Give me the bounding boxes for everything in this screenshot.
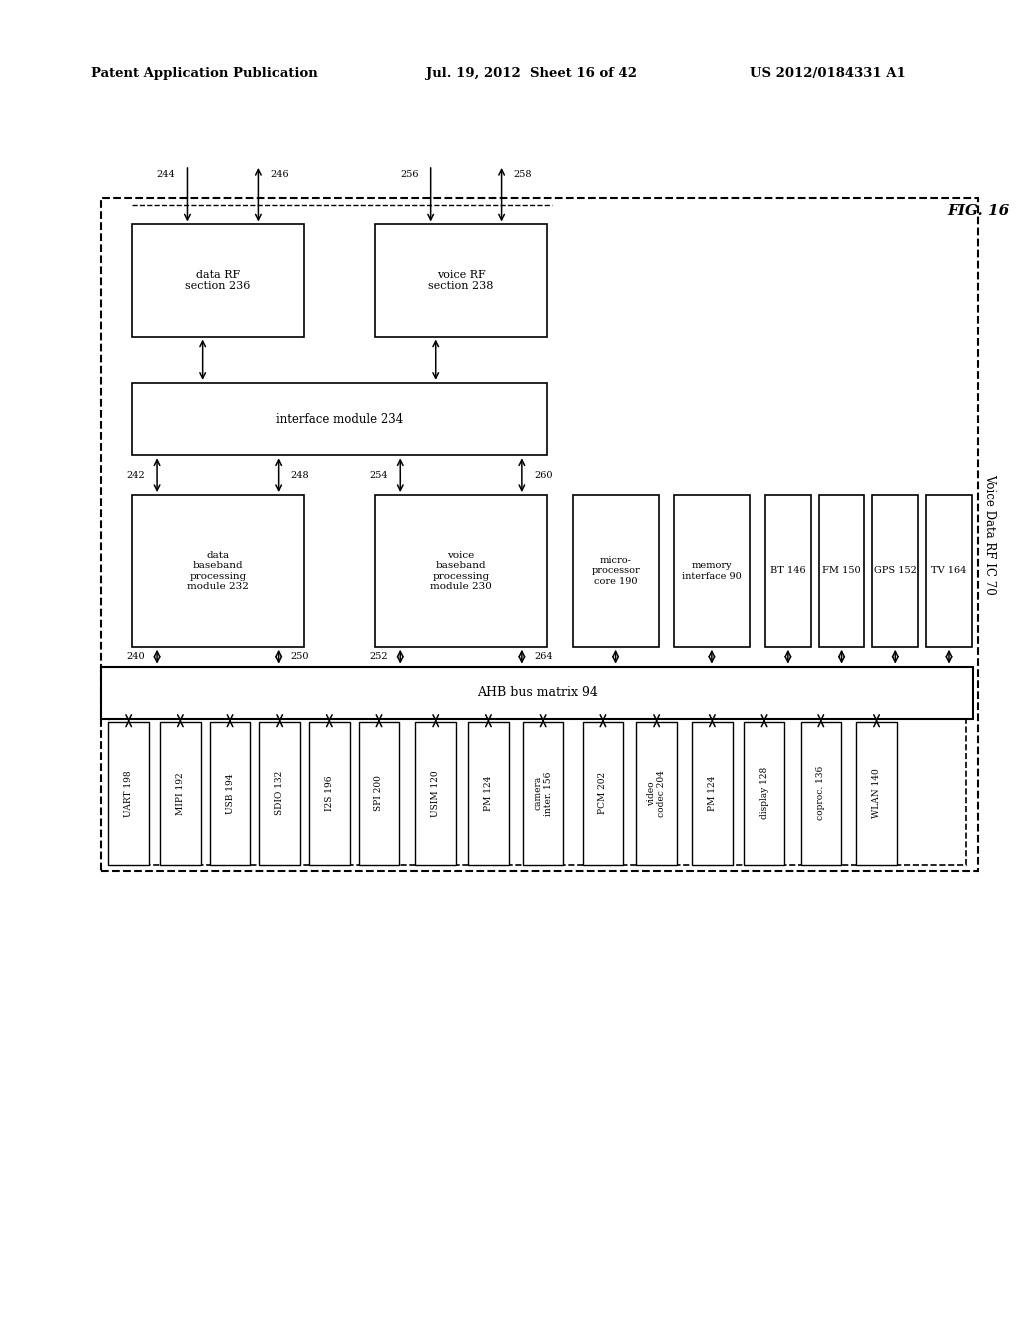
Text: 254: 254 xyxy=(370,471,388,479)
Text: FIG. 16: FIG. 16 xyxy=(947,205,1010,218)
FancyBboxPatch shape xyxy=(523,722,563,865)
FancyBboxPatch shape xyxy=(926,495,972,647)
Text: Patent Application Publication: Patent Application Publication xyxy=(91,67,317,81)
Text: UART 198: UART 198 xyxy=(124,770,133,817)
FancyBboxPatch shape xyxy=(358,722,399,865)
Text: memory
interface 90: memory interface 90 xyxy=(682,561,741,581)
Text: 264: 264 xyxy=(535,652,553,661)
Text: USB 194: USB 194 xyxy=(225,774,234,813)
FancyBboxPatch shape xyxy=(765,495,811,647)
Text: SPI 200: SPI 200 xyxy=(375,775,383,812)
Text: 256: 256 xyxy=(400,170,419,178)
Text: Jul. 19, 2012  Sheet 16 of 42: Jul. 19, 2012 Sheet 16 of 42 xyxy=(426,67,637,81)
Text: video
codec 204: video codec 204 xyxy=(647,770,667,817)
FancyBboxPatch shape xyxy=(309,722,349,865)
Text: WLAN 140: WLAN 140 xyxy=(872,768,881,818)
FancyBboxPatch shape xyxy=(572,495,658,647)
Text: USIM 120: USIM 120 xyxy=(431,770,440,817)
FancyBboxPatch shape xyxy=(132,224,304,337)
Text: GPS 152: GPS 152 xyxy=(873,566,916,576)
FancyBboxPatch shape xyxy=(375,495,547,647)
Text: FM 150: FM 150 xyxy=(822,566,861,576)
FancyBboxPatch shape xyxy=(132,495,304,647)
FancyBboxPatch shape xyxy=(743,722,784,865)
Text: micro-
processor
core 190: micro- processor core 190 xyxy=(591,556,640,586)
Text: 258: 258 xyxy=(514,170,532,178)
Text: US 2012/0184331 A1: US 2012/0184331 A1 xyxy=(750,67,905,81)
Text: TV 164: TV 164 xyxy=(931,566,967,576)
Text: 252: 252 xyxy=(370,652,388,661)
Text: BT 146: BT 146 xyxy=(770,566,806,576)
Text: I2S 196: I2S 196 xyxy=(325,776,334,810)
Text: 242: 242 xyxy=(126,471,145,479)
Text: AHB bus matrix 94: AHB bus matrix 94 xyxy=(476,686,598,700)
FancyBboxPatch shape xyxy=(210,722,250,865)
Text: 244: 244 xyxy=(157,170,175,178)
Text: interface module 234: interface module 234 xyxy=(275,413,403,425)
Text: PCM 202: PCM 202 xyxy=(598,772,607,814)
FancyBboxPatch shape xyxy=(856,722,897,865)
Text: 240: 240 xyxy=(126,652,145,661)
Text: data RF
section 236: data RF section 236 xyxy=(185,269,251,292)
Text: SDIO 132: SDIO 132 xyxy=(275,771,285,816)
Text: voice
baseband
processing
module 230: voice baseband processing module 230 xyxy=(430,550,492,591)
FancyBboxPatch shape xyxy=(692,722,732,865)
FancyBboxPatch shape xyxy=(109,722,148,865)
FancyBboxPatch shape xyxy=(819,495,864,647)
FancyBboxPatch shape xyxy=(801,722,841,865)
Text: Voice Data RF IC 70: Voice Data RF IC 70 xyxy=(983,474,996,595)
Text: data
baseband
processing
module 232: data baseband processing module 232 xyxy=(187,550,249,591)
FancyBboxPatch shape xyxy=(160,722,201,865)
FancyBboxPatch shape xyxy=(583,722,624,865)
Text: 260: 260 xyxy=(535,471,553,479)
FancyBboxPatch shape xyxy=(132,383,547,455)
Text: 250: 250 xyxy=(291,652,309,661)
Text: coproc. 136: coproc. 136 xyxy=(816,766,825,821)
FancyBboxPatch shape xyxy=(872,495,919,647)
Text: camera
inter. 156: camera inter. 156 xyxy=(534,771,553,816)
FancyBboxPatch shape xyxy=(674,495,750,647)
Text: 246: 246 xyxy=(270,170,289,178)
FancyBboxPatch shape xyxy=(416,722,456,865)
FancyBboxPatch shape xyxy=(636,722,677,865)
Text: PM 124: PM 124 xyxy=(708,776,717,810)
FancyBboxPatch shape xyxy=(101,667,973,719)
FancyBboxPatch shape xyxy=(375,224,547,337)
Text: display 128: display 128 xyxy=(760,767,769,820)
Text: 248: 248 xyxy=(291,471,309,479)
FancyBboxPatch shape xyxy=(259,722,300,865)
Text: PM 124: PM 124 xyxy=(484,776,493,810)
Text: voice RF
section 238: voice RF section 238 xyxy=(428,269,494,292)
Text: MIPI 192: MIPI 192 xyxy=(176,772,185,814)
FancyBboxPatch shape xyxy=(468,722,509,865)
